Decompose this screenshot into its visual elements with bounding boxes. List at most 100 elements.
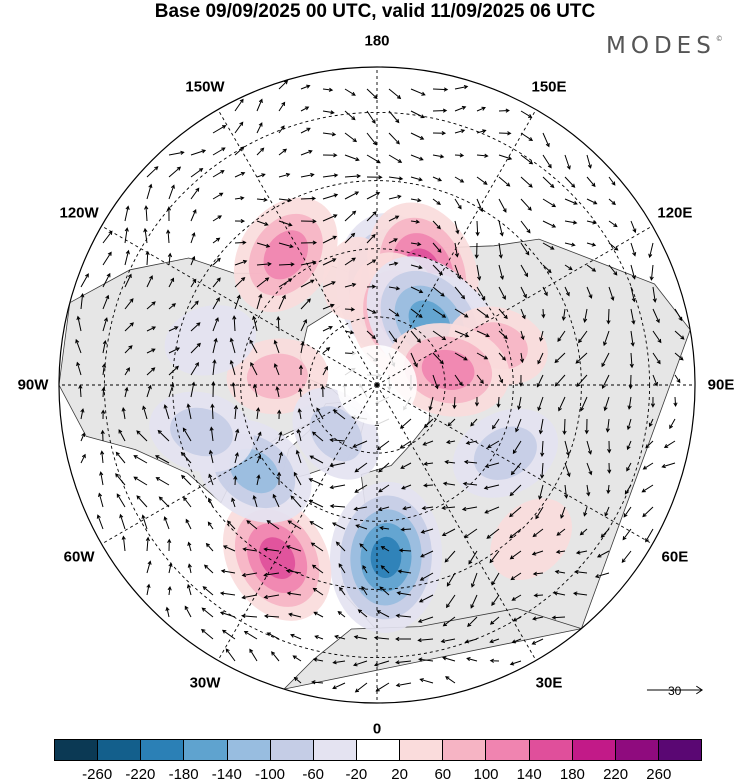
wind-arrow	[454, 129, 466, 134]
wind-arrow	[432, 198, 441, 206]
wind-arrow	[376, 610, 390, 618]
wind-arrow	[300, 219, 317, 224]
wind-arrow	[583, 506, 588, 517]
wind-arrow	[146, 384, 152, 398]
wind-arrow	[388, 194, 402, 200]
wind-arrow	[276, 471, 282, 486]
wind-arrow	[674, 308, 683, 322]
meridian-line	[101, 384, 378, 545]
wind-arrow	[556, 528, 566, 536]
meridian-line	[217, 109, 378, 386]
wind-arrow	[255, 407, 261, 420]
wind-arrow	[278, 431, 283, 442]
wind-arrow	[184, 605, 192, 618]
wind-arrow	[606, 484, 611, 495]
wind-arrow	[652, 374, 658, 387]
wind-arrow	[241, 594, 258, 600]
wind-arrow	[489, 638, 500, 644]
wind-arrow	[102, 339, 107, 354]
wind-arrow	[231, 497, 236, 508]
wind-arrow	[322, 347, 331, 354]
wind-arrow	[432, 286, 445, 297]
wind-arrow	[344, 257, 356, 266]
wind-arrow	[256, 98, 263, 112]
wind-arrow	[100, 450, 105, 464]
wind-arrow	[379, 526, 390, 531]
wind-arrow	[520, 220, 531, 234]
wind-arrow	[100, 429, 105, 442]
wind-arrow	[531, 638, 544, 645]
wind-arrow	[475, 220, 480, 237]
wind-arrow	[410, 88, 426, 96]
wind-arrow	[419, 678, 434, 684]
wind-arrow	[322, 132, 337, 137]
wind-arrow	[312, 657, 324, 662]
wind-arrow	[256, 197, 268, 202]
wind-arrow	[168, 277, 175, 288]
wind-arrow	[594, 572, 610, 579]
wind-arrow	[373, 660, 390, 667]
wind-arrow	[622, 528, 632, 541]
wind-arrow	[586, 176, 596, 188]
wind-arrow	[557, 330, 566, 343]
wind-arrow	[186, 403, 192, 420]
wind-arrow	[564, 440, 570, 457]
wind-arrow	[498, 308, 508, 320]
wind-arrow	[300, 106, 310, 112]
wind-arrow	[454, 330, 470, 338]
wind-arrow	[420, 528, 434, 534]
wind-arrow	[432, 220, 441, 230]
wind-arrow	[564, 264, 573, 271]
wind-arrow	[476, 352, 489, 360]
wind-arrow	[417, 657, 434, 662]
wind-arrow	[201, 607, 214, 618]
wind-arrow	[212, 147, 226, 156]
wind-arrow	[344, 210, 357, 222]
wind-arrow	[520, 176, 533, 188]
wind-arrow	[645, 528, 654, 543]
wind-arrow	[601, 352, 610, 368]
wind-arrow	[115, 473, 126, 486]
wind-arrow	[190, 209, 197, 222]
wind-arrow	[470, 418, 478, 427]
wind-arrow	[366, 259, 377, 266]
wind-arrow	[234, 121, 244, 134]
wind-arrow	[520, 242, 530, 256]
wind-arrow	[116, 493, 126, 508]
wind-arrow	[353, 635, 368, 640]
wind-arrow	[256, 293, 263, 310]
wind-arrow	[256, 147, 265, 156]
wind-arrow	[674, 374, 681, 384]
wind-arrow	[470, 594, 478, 609]
wind-arrow	[628, 374, 633, 390]
wind-arrow	[642, 462, 654, 470]
wind-arrow	[510, 572, 522, 581]
wind-arrow	[76, 315, 82, 332]
wind-arrow	[278, 80, 289, 90]
wind-arrow	[630, 330, 635, 347]
brand-name: MODES	[606, 33, 716, 59]
wind-arrow	[432, 264, 443, 276]
wind-arrow	[600, 528, 610, 538]
wind-arrow	[498, 108, 510, 113]
wind-arrow	[476, 308, 490, 318]
wind-arrow	[518, 374, 524, 387]
wind-arrow	[146, 348, 156, 354]
wind-arrow	[410, 330, 421, 344]
wind-arrow	[234, 218, 246, 224]
wind-arrow	[674, 330, 685, 340]
wind-arrow	[121, 535, 126, 552]
wind-arrow	[229, 337, 236, 354]
wind-arrow	[498, 330, 508, 340]
wind-arrow	[608, 220, 618, 228]
wind-arrow	[298, 364, 304, 375]
colorbar-tick-label: 100	[473, 766, 499, 783]
wind-arrow	[454, 153, 465, 158]
wind-arrow	[256, 122, 263, 134]
wind-arrow	[395, 613, 412, 618]
wind-arrow	[234, 146, 245, 156]
wind-arrow	[361, 586, 368, 596]
wind-arrow	[278, 451, 283, 464]
anomaly-contour-15	[246, 353, 308, 399]
wind-arrow	[322, 87, 334, 92]
